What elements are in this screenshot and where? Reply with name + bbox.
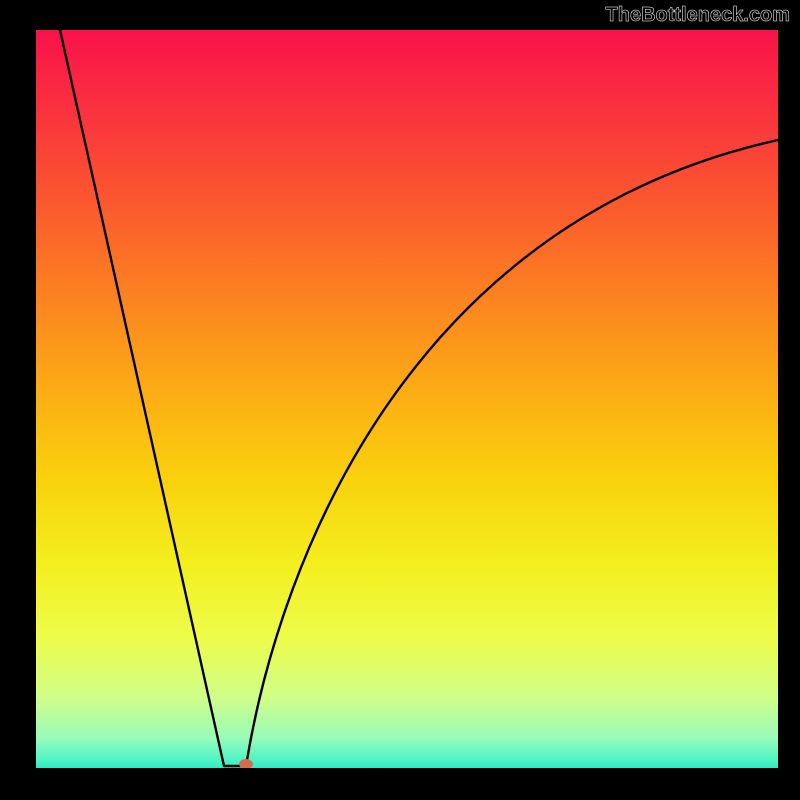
attribution-text: TheBottleneck.com bbox=[606, 4, 790, 27]
bottleneck-curve bbox=[60, 30, 778, 766]
minimum-marker bbox=[239, 759, 253, 768]
curve-layer bbox=[36, 30, 778, 768]
plot-area bbox=[36, 30, 778, 768]
